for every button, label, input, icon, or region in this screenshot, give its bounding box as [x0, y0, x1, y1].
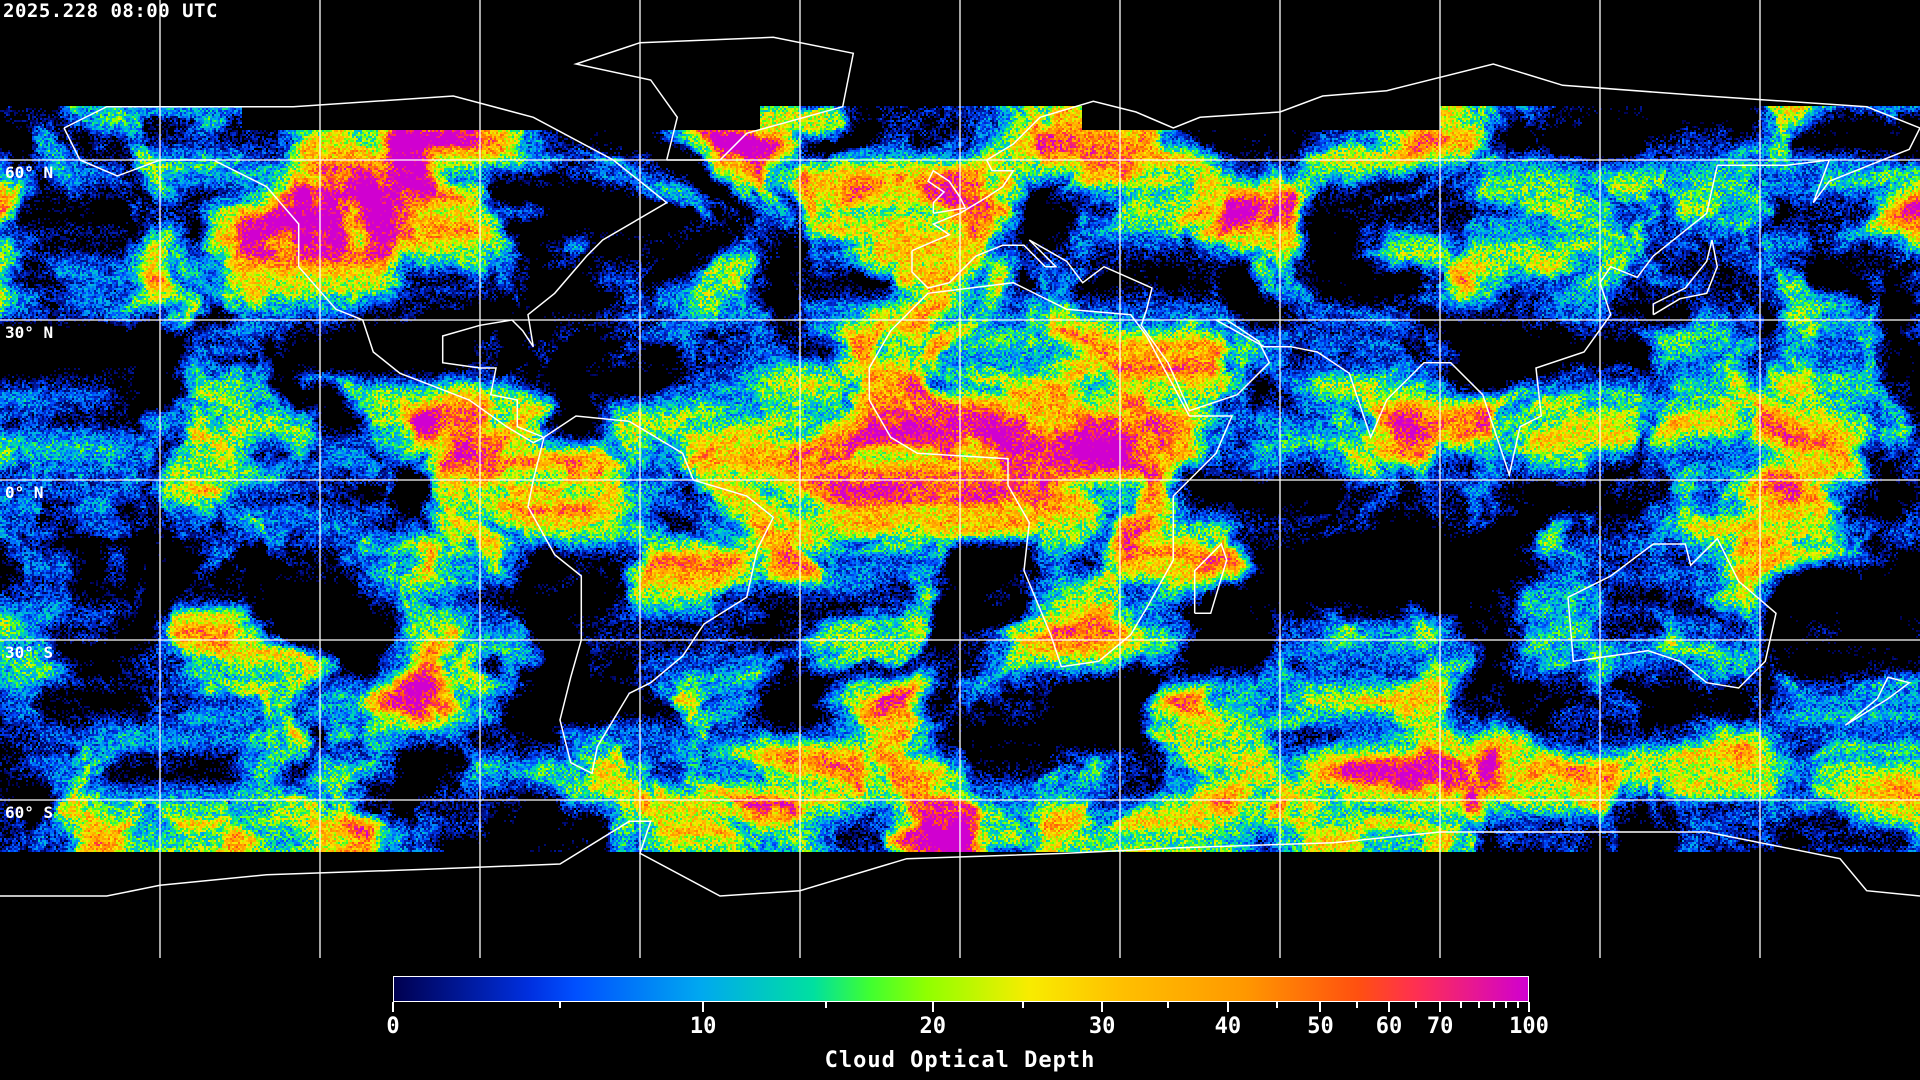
cloud-optical-depth-map: 2025.228 08:00 UTC 60° N 30° N 0° N 30° …: [0, 0, 1920, 960]
colorbar-minor-tick: [1415, 1002, 1418, 1008]
lat-label-30n: 30° N: [5, 323, 54, 342]
colorbar-tick-label: 10: [689, 1014, 717, 1039]
colorbar-minor-tick: [1478, 1002, 1481, 1008]
colorbar-tick-label: 0: [386, 1014, 400, 1039]
colorbar-major-tick: [1319, 1002, 1322, 1012]
lat-label-60s: 60° S: [5, 803, 54, 822]
colorbar-major-tick: [931, 1002, 934, 1012]
coastline-madagascar: [1193, 542, 1228, 615]
coastline-north-america: [63, 95, 669, 444]
colorbar-major-tick: [1226, 1002, 1229, 1012]
colorbar-tick-label: 60: [1375, 1014, 1403, 1039]
colorbar-minor-tick: [1022, 1002, 1025, 1008]
colorbar-minor-tick: [1505, 1002, 1508, 1008]
colorbar-minor-tick: [824, 1002, 827, 1008]
map-overlay: [0, 0, 1920, 958]
colorbar-tick-label: 50: [1307, 1014, 1334, 1039]
colorbar-major-tick: [1528, 1002, 1530, 1012]
graticule: [0, 0, 1920, 958]
coastline-japan: [1652, 239, 1719, 316]
colorbar-minor-tick: [1167, 1002, 1170, 1008]
colorbar-minor-tick: [1460, 1002, 1463, 1008]
colorbar-ticks: 0 10 20 30 40 50 60 70 100: [386, 1002, 1549, 1062]
colorbar-title: Cloud Optical Depth: [824, 1048, 1096, 1073]
colorbar-tick-label: 20: [919, 1014, 947, 1039]
lat-label-0n: 0° N: [5, 483, 44, 502]
lat-label-30s: 30° S: [5, 643, 54, 662]
coastline-africa: [868, 281, 1234, 668]
colorbar-major-tick: [1439, 1002, 1442, 1012]
coastline-greenland: [573, 36, 855, 161]
colorbar-tick-label: 70: [1426, 1014, 1454, 1039]
colorbar-tick-label: 40: [1214, 1014, 1242, 1039]
colorbar-major-tick: [702, 1002, 705, 1012]
coastline-great-britain: [927, 169, 967, 215]
coastline-eurasia: [911, 63, 1920, 478]
coastline-south-america: [527, 415, 775, 775]
timestamp: 2025.228 08:00 UTC: [3, 0, 218, 22]
colorbar-minor-tick: [1275, 1002, 1278, 1008]
coastline-new-zealand: [1844, 676, 1912, 726]
coastline-australia: [1567, 537, 1777, 689]
colorbar-minor-tick: [1516, 1002, 1519, 1008]
colorbar-minor-tick: [1492, 1002, 1495, 1008]
colorbar-minor-tick: [559, 1002, 562, 1008]
colorbar-minor-tick: [1356, 1002, 1359, 1008]
lat-label-60n: 60° N: [5, 163, 54, 182]
colorbar: [393, 976, 1529, 1002]
colorbar-major-tick: [1101, 1002, 1104, 1012]
colorbar-tick-label: 100: [1509, 1014, 1549, 1039]
colorbar-tick-label: 30: [1088, 1014, 1116, 1039]
colorbar-major-tick: [392, 1002, 394, 1012]
colorbar-major-tick: [1387, 1002, 1390, 1012]
